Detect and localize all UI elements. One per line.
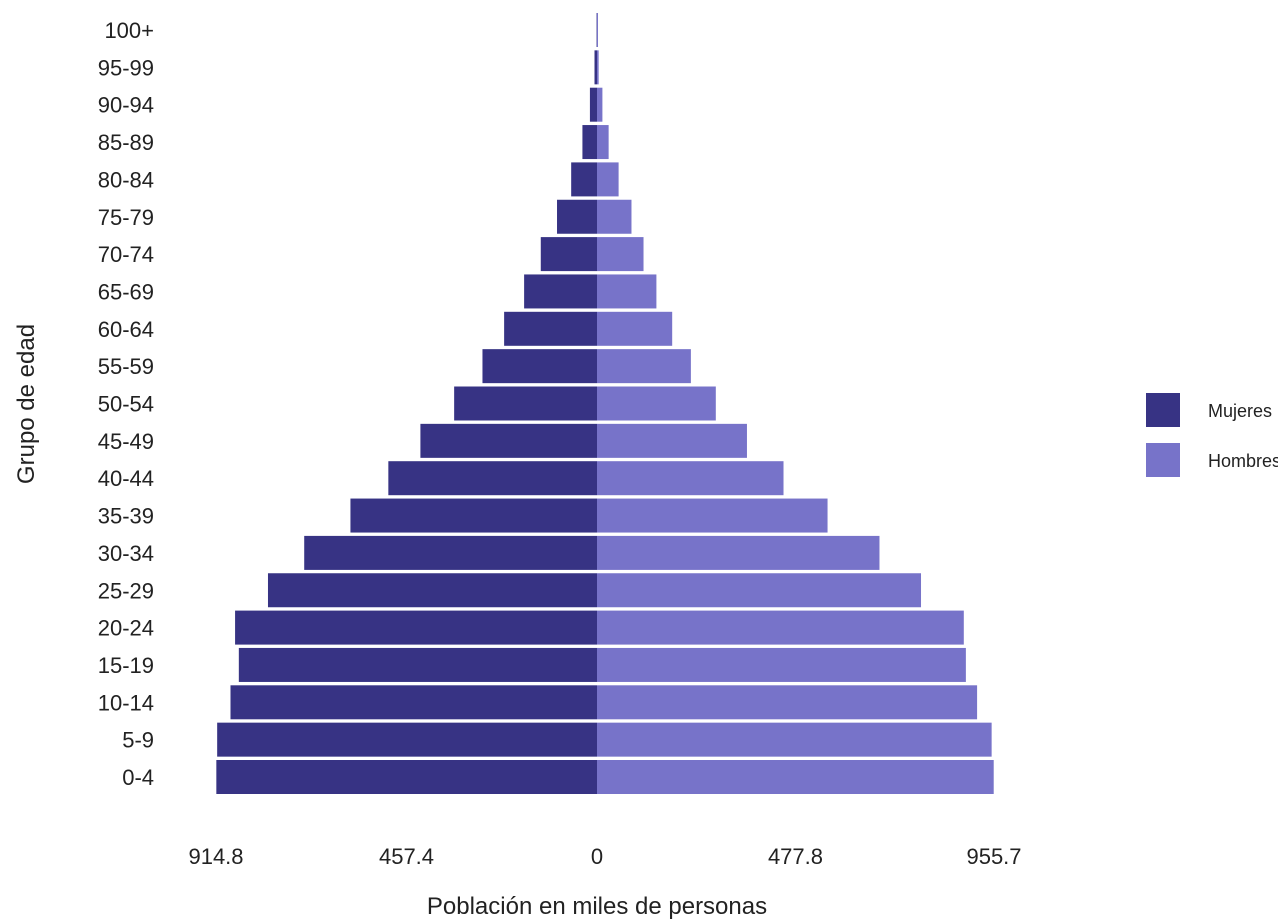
bar-mujeres-80-84 bbox=[571, 162, 597, 197]
y-tick-label-15-19: 15-19 bbox=[98, 653, 154, 678]
x-tick-label-914-8: 914.8 bbox=[188, 844, 243, 869]
bar-mujeres-70-74 bbox=[540, 237, 597, 272]
bar-mujeres-55-59 bbox=[482, 349, 597, 384]
bar-mujeres-65-69 bbox=[524, 274, 597, 309]
bar-hombres-20-24 bbox=[597, 610, 964, 645]
x-axis-title: Población en miles de personas bbox=[427, 893, 767, 920]
y-tick-label-65-69: 65-69 bbox=[98, 279, 154, 304]
bar-mujeres-75-79 bbox=[557, 199, 597, 234]
legend: Mujeres Hombres bbox=[1146, 393, 1278, 477]
legend-label-hombres: Hombres bbox=[1208, 451, 1278, 471]
bar-mujeres-10-14 bbox=[230, 685, 597, 720]
bars-group bbox=[216, 13, 994, 794]
bar-mujeres-0-4 bbox=[216, 760, 597, 794]
y-tick-label-75-79: 75-79 bbox=[98, 205, 154, 230]
bar-hombres-30-34 bbox=[597, 535, 880, 570]
bar-mujeres-25-29 bbox=[267, 573, 597, 608]
y-tick-label-55-59: 55-59 bbox=[98, 354, 154, 379]
y-tick-label-90-94: 90-94 bbox=[98, 93, 154, 118]
bar-hombres-85-89 bbox=[597, 125, 609, 160]
y-tick-label-25-29: 25-29 bbox=[98, 578, 154, 603]
bar-mujeres-60-64 bbox=[504, 311, 597, 346]
bar-mujeres-30-34 bbox=[304, 535, 597, 570]
y-tick-label-5-9: 5-9 bbox=[122, 728, 154, 753]
y-tick-label-0-4: 0-4 bbox=[122, 765, 154, 790]
bar-mujeres-45-49 bbox=[420, 423, 597, 458]
bar-hombres-100plus bbox=[597, 13, 598, 47]
x-tick-label-955-7: 955.7 bbox=[966, 844, 1021, 869]
x-tick-label-477-8: 477.8 bbox=[768, 844, 823, 869]
bar-hombres-75-79 bbox=[597, 199, 632, 234]
bar-mujeres-35-39 bbox=[350, 498, 597, 533]
legend-label-mujeres: Mujeres bbox=[1208, 401, 1272, 421]
bar-mujeres-50-54 bbox=[454, 386, 597, 421]
y-tick-label-50-54: 50-54 bbox=[98, 392, 154, 417]
bar-hombres-80-84 bbox=[597, 162, 619, 197]
bar-hombres-60-64 bbox=[597, 311, 673, 346]
y-tick-label-100plus: 100+ bbox=[104, 18, 154, 43]
y-tick-label-10-14: 10-14 bbox=[98, 690, 154, 715]
x-tick-label-0: 0 bbox=[591, 844, 603, 869]
y-tick-label-70-74: 70-74 bbox=[98, 242, 154, 267]
legend-swatch-hombres bbox=[1146, 443, 1180, 477]
bar-hombres-55-59 bbox=[597, 349, 691, 384]
bar-hombres-40-44 bbox=[597, 461, 784, 496]
bar-hombres-5-9 bbox=[597, 722, 992, 757]
x-tick-label-457-4: 457.4 bbox=[379, 844, 434, 869]
bar-hombres-15-19 bbox=[597, 647, 966, 682]
y-tick-label-95-99: 95-99 bbox=[98, 55, 154, 80]
legend-swatch-mujeres bbox=[1146, 393, 1180, 427]
x-tick-labels: 914.8 457.4 0 477.8 955.7 bbox=[188, 844, 1021, 869]
bar-mujeres-85-89 bbox=[582, 125, 597, 160]
bar-mujeres-5-9 bbox=[217, 722, 598, 757]
bar-hombres-50-54 bbox=[597, 386, 716, 421]
bar-mujeres-95-99 bbox=[594, 50, 597, 85]
bar-mujeres-40-44 bbox=[388, 461, 597, 496]
y-tick-label-30-34: 30-34 bbox=[98, 541, 154, 566]
bar-hombres-10-14 bbox=[597, 685, 978, 720]
y-tick-label-20-24: 20-24 bbox=[98, 616, 154, 641]
y-tick-label-60-64: 60-64 bbox=[98, 317, 154, 342]
bar-hombres-70-74 bbox=[597, 237, 644, 272]
bar-hombres-95-99 bbox=[597, 50, 599, 85]
y-tick-label-35-39: 35-39 bbox=[98, 504, 154, 529]
bar-hombres-25-29 bbox=[597, 573, 922, 608]
y-tick-label-40-44: 40-44 bbox=[98, 466, 154, 491]
bar-hombres-35-39 bbox=[597, 498, 828, 533]
y-tick-label-85-89: 85-89 bbox=[98, 130, 154, 155]
bar-hombres-90-94 bbox=[597, 87, 603, 122]
y-axis-title: Grupo de edad bbox=[13, 324, 40, 484]
bar-mujeres-15-19 bbox=[238, 647, 597, 682]
y-tick-label-80-84: 80-84 bbox=[98, 167, 154, 192]
bar-hombres-0-4 bbox=[597, 760, 994, 794]
y-tick-labels: 0-4 5-9 10-14 15-19 20-24 25-29 30-34 35-39 40-4… bbox=[98, 18, 154, 790]
y-tick-label-45-49: 45-49 bbox=[98, 429, 154, 454]
bar-mujeres-90-94 bbox=[589, 87, 597, 122]
bar-mujeres-20-24 bbox=[235, 610, 597, 645]
bar-hombres-45-49 bbox=[597, 423, 747, 458]
bar-hombres-65-69 bbox=[597, 274, 657, 309]
